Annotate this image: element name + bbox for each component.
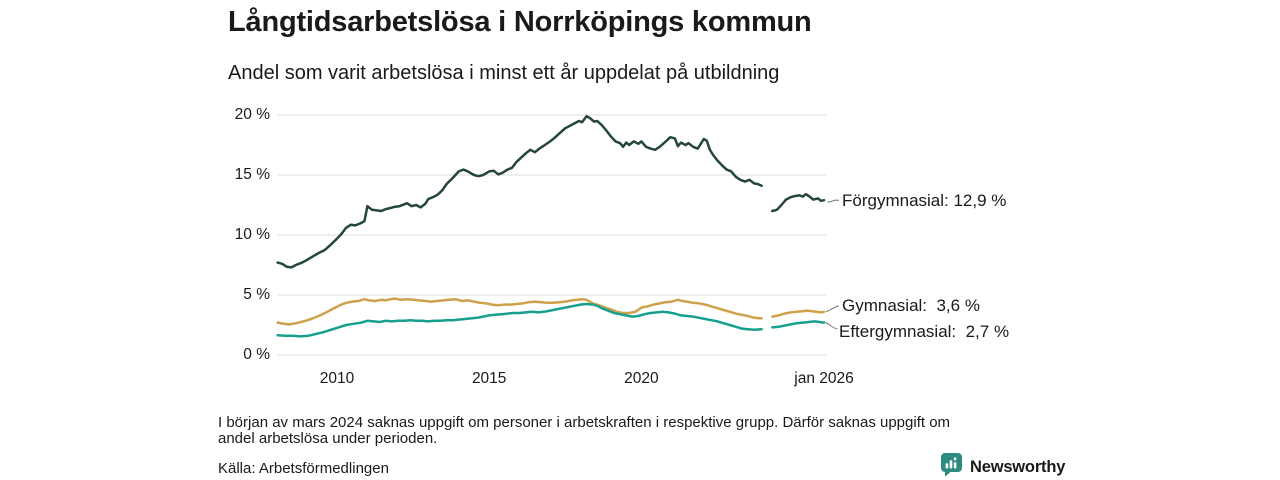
series-line-eftergymnasial xyxy=(276,302,763,338)
x-axis-label: 2010 xyxy=(319,370,355,387)
source-text: Källa: Arbetsförmedlingen xyxy=(218,460,389,477)
x-axis-label: 2020 xyxy=(624,370,659,387)
y-axis-label: 15 % xyxy=(234,166,270,183)
series-annotation-eftergymnasial: Eftergymnasial: 2,7 % xyxy=(839,322,1010,341)
series-annotation-gymnasial: Gymnasial: 3,6 % xyxy=(842,296,980,315)
series-line-gymnasial xyxy=(771,309,826,318)
y-axis-label: 10 % xyxy=(234,226,270,243)
y-axis-label: 5 % xyxy=(243,286,270,303)
y-axis-label: 0 % xyxy=(243,346,270,363)
footnote-line-1: I början av mars 2024 saknas uppgift om … xyxy=(218,414,951,431)
series-line-gymnasial xyxy=(276,297,763,326)
annotation-connector xyxy=(825,305,840,313)
series-line-eftergymnasial xyxy=(771,320,826,329)
newsworthy-logo: Newsworthy xyxy=(940,452,1066,480)
x-axis-label: 2015 xyxy=(471,370,507,387)
footnote-line-2: andel arbetslösa under perioden. xyxy=(218,430,438,447)
series-annotation-förgymnasial: Förgymnasial: 12,9 % xyxy=(842,191,1007,210)
newsworthy-wordmark: Newsworthy xyxy=(970,457,1066,476)
series-line-förgymnasial xyxy=(771,192,826,213)
y-axis-label: 20 % xyxy=(234,106,270,123)
newsworthy-bubble-chart-icon xyxy=(940,452,963,480)
series-line-förgymnasial xyxy=(276,114,763,269)
annotation-connector xyxy=(827,199,840,203)
annotation-connector xyxy=(825,321,838,330)
chart-subtitle: Andel som varit arbetslösa i minst ett å… xyxy=(228,62,780,84)
x-axis-label: jan 2026 xyxy=(794,370,854,387)
chart-title: Långtidsarbetslösa i Norrköpings kommun xyxy=(228,6,812,38)
